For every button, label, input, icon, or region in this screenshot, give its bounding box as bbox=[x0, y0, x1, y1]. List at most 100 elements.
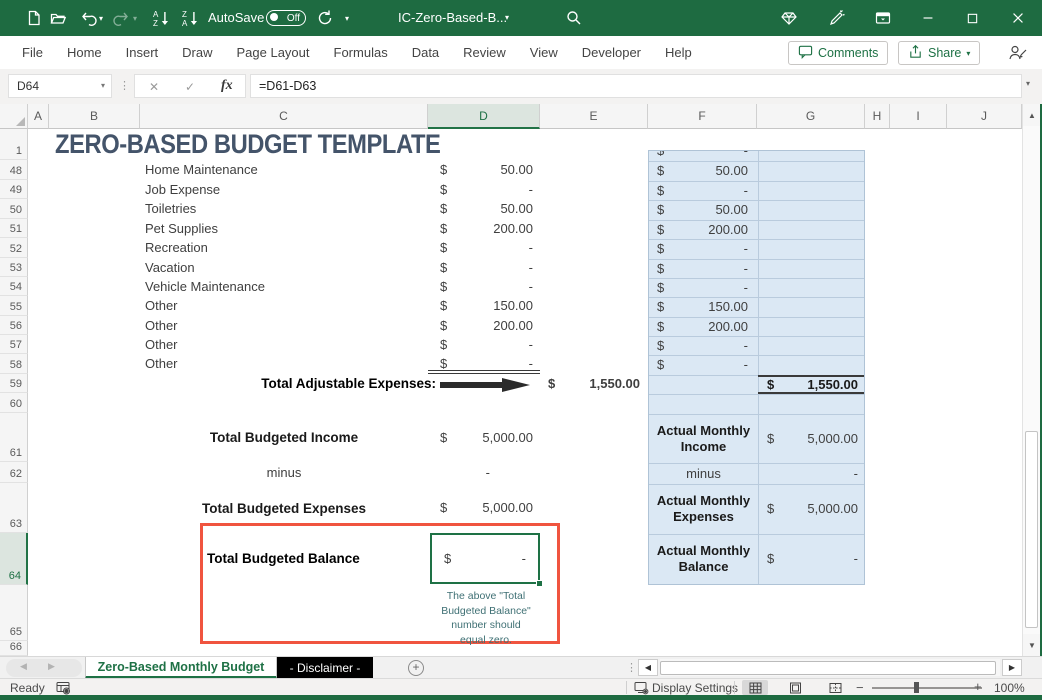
actual-value-cell[interactable]: $150.00 bbox=[657, 299, 748, 314]
row-header[interactable]: 62 bbox=[0, 462, 28, 483]
actual-minus-label[interactable]: minus bbox=[686, 465, 721, 481]
actual-total-cell[interactable]: $1,550.00 bbox=[758, 375, 864, 394]
row-header[interactable]: 54 bbox=[0, 277, 28, 296]
display-settings-label[interactable]: Display Settings bbox=[652, 681, 739, 695]
budget-value-cell[interactable]: $ - bbox=[440, 240, 533, 255]
vertical-scroll-thumb[interactable] bbox=[1025, 431, 1038, 628]
column-header-e[interactable]: E bbox=[540, 104, 648, 129]
name-box[interactable]: D64 ▾ bbox=[8, 74, 112, 98]
budget-value-cell[interactable]: $200.00 bbox=[440, 221, 533, 236]
tab-home[interactable]: Home bbox=[66, 45, 102, 60]
actual-expenses-label[interactable]: Actual Monthly Expenses bbox=[656, 493, 751, 524]
expense-label[interactable]: Other bbox=[145, 337, 178, 352]
share-button[interactable]: Share ▾ bbox=[898, 41, 981, 65]
actual-value-cell[interactable]: $ - bbox=[657, 241, 748, 256]
cancel-entry-icon[interactable]: ✕ bbox=[149, 80, 160, 94]
budget-value-cell[interactable]: $50.00 bbox=[440, 162, 533, 177]
tab-file[interactable]: File bbox=[22, 45, 43, 60]
horizontal-scroll-thumb[interactable] bbox=[660, 661, 996, 675]
comments-button[interactable]: Comments bbox=[788, 41, 889, 65]
fill-handle[interactable] bbox=[536, 580, 543, 587]
actual-balance-label[interactable]: Actual Monthly Balance bbox=[656, 543, 751, 574]
zoom-slider-track[interactable] bbox=[872, 687, 982, 689]
ink-pen-icon[interactable] bbox=[828, 9, 846, 27]
close-button[interactable] bbox=[998, 0, 1038, 36]
actual-expenses-value-cell[interactable]: $5,000.00 bbox=[767, 501, 858, 516]
column-header-h[interactable]: H bbox=[865, 104, 890, 129]
actual-value-cell[interactable]: $ - bbox=[657, 183, 748, 198]
actual-balance-value-cell[interactable]: $ - bbox=[767, 551, 858, 566]
column-header-d[interactable]: D bbox=[428, 104, 540, 129]
actual-value-cell[interactable]: $50.00 bbox=[657, 202, 748, 217]
scroll-up-icon[interactable]: ▲ bbox=[1023, 104, 1041, 126]
actual-value-cell[interactable]: $ - bbox=[657, 280, 748, 295]
tab-review[interactable]: Review bbox=[463, 45, 506, 60]
page-break-preview-icon[interactable] bbox=[822, 680, 848, 695]
zoom-in-icon[interactable]: + bbox=[974, 679, 982, 694]
tab-help[interactable]: Help bbox=[665, 45, 692, 60]
budget-value-cell[interactable]: $50.00 bbox=[440, 201, 533, 216]
actual-value-cell[interactable]: $200.00 bbox=[657, 222, 748, 237]
undo-icon[interactable] bbox=[79, 9, 97, 27]
row-header[interactable]: 57 bbox=[0, 335, 28, 354]
expense-label[interactable]: Job Expense bbox=[145, 182, 221, 197]
sheet-tab-disclaimer[interactable]: - Disclaimer - bbox=[277, 657, 373, 679]
sheet-tab-active[interactable]: Zero-Based Monthly Budget bbox=[85, 657, 277, 679]
column-header-i[interactable]: I bbox=[890, 104, 947, 129]
expense-label[interactable]: Other bbox=[145, 356, 178, 371]
actual-minus-value-cell[interactable]: - bbox=[853, 466, 858, 481]
autosave-toggle[interactable]: Off bbox=[266, 10, 306, 26]
column-header-j[interactable]: J bbox=[947, 104, 1022, 129]
vertical-scrollbar[interactable]: ▲ ▼ bbox=[1022, 104, 1041, 656]
selected-cell-d64[interactable]: $ - bbox=[430, 533, 540, 584]
prev-sheet-icon[interactable]: ◀ bbox=[20, 661, 27, 671]
row-header-selected[interactable]: 64 bbox=[0, 533, 28, 585]
expense-label[interactable]: Other bbox=[145, 318, 178, 333]
budget-value-cell[interactable]: $ - bbox=[440, 356, 533, 371]
row-header[interactable]: 61 bbox=[0, 413, 28, 462]
row-header[interactable]: 52 bbox=[0, 238, 28, 258]
minimize-button[interactable] bbox=[908, 0, 948, 36]
row-header[interactable]: 50 bbox=[0, 199, 28, 219]
minus-value-cell[interactable]: - bbox=[485, 465, 490, 480]
row-header[interactable]: 63 bbox=[0, 483, 28, 533]
scroll-down-icon[interactable]: ▼ bbox=[1023, 634, 1041, 656]
actual-value-cell[interactable]: $ - bbox=[657, 357, 748, 372]
row-header[interactable]: 60 bbox=[0, 393, 28, 413]
total-adjustable-label[interactable]: Total Adjustable Expenses: bbox=[261, 376, 436, 391]
quick-access-dropdown-icon[interactable]: ▾ bbox=[345, 14, 350, 23]
normal-view-icon[interactable] bbox=[742, 680, 768, 695]
actual-value-cell[interactable]: $ - bbox=[657, 261, 748, 276]
redo-dropdown-icon[interactable]: ▾ bbox=[133, 14, 138, 23]
expand-formula-bar-icon[interactable]: ▾ bbox=[1026, 79, 1031, 88]
column-header-a[interactable]: A bbox=[28, 104, 49, 129]
budgeted-expenses-value-cell[interactable]: $5,000.00 bbox=[440, 500, 533, 515]
page-layout-view-icon[interactable] bbox=[782, 680, 808, 695]
sync-icon[interactable] bbox=[316, 9, 334, 27]
row-header[interactable]: 56 bbox=[0, 316, 28, 335]
open-folder-icon[interactable] bbox=[49, 9, 67, 27]
row-header[interactable]: 49 bbox=[0, 180, 28, 199]
search-icon[interactable] bbox=[565, 9, 583, 27]
row-header[interactable]: 51 bbox=[0, 219, 28, 238]
tabbar-splitter-icon[interactable]: ⋮ bbox=[626, 662, 637, 674]
budget-value-cell[interactable]: $ - bbox=[440, 337, 533, 352]
insert-function-icon[interactable]: fx bbox=[221, 78, 233, 93]
actual-income-value-cell[interactable]: $5,000.00 bbox=[767, 431, 858, 446]
total-adjustable-value-cell[interactable]: $1,550.00 bbox=[548, 376, 640, 391]
actual-value-cell[interactable]: $ - bbox=[657, 338, 748, 353]
tab-developer[interactable]: Developer bbox=[581, 45, 642, 60]
zoom-slider-thumb[interactable] bbox=[914, 682, 919, 693]
zoom-out-icon[interactable]: − bbox=[856, 680, 864, 695]
expense-label[interactable]: Pet Supplies bbox=[145, 221, 218, 236]
hscroll-right-icon[interactable]: ▶ bbox=[1002, 659, 1022, 676]
macro-record-icon[interactable] bbox=[56, 681, 71, 698]
confirm-entry-icon[interactable]: ✓ bbox=[185, 80, 196, 94]
worksheet-title-cell[interactable]: ZERO-BASED BUDGET TEMPLATE bbox=[55, 129, 575, 160]
tab-view[interactable]: View bbox=[529, 45, 558, 60]
actuals-table[interactable]: $- $50.00 $- $50.00 $200.00 $- $- $- $15… bbox=[648, 150, 865, 585]
tab-data[interactable]: Data bbox=[411, 45, 440, 60]
actual-income-label[interactable]: Actual Monthly Income bbox=[656, 422, 751, 454]
